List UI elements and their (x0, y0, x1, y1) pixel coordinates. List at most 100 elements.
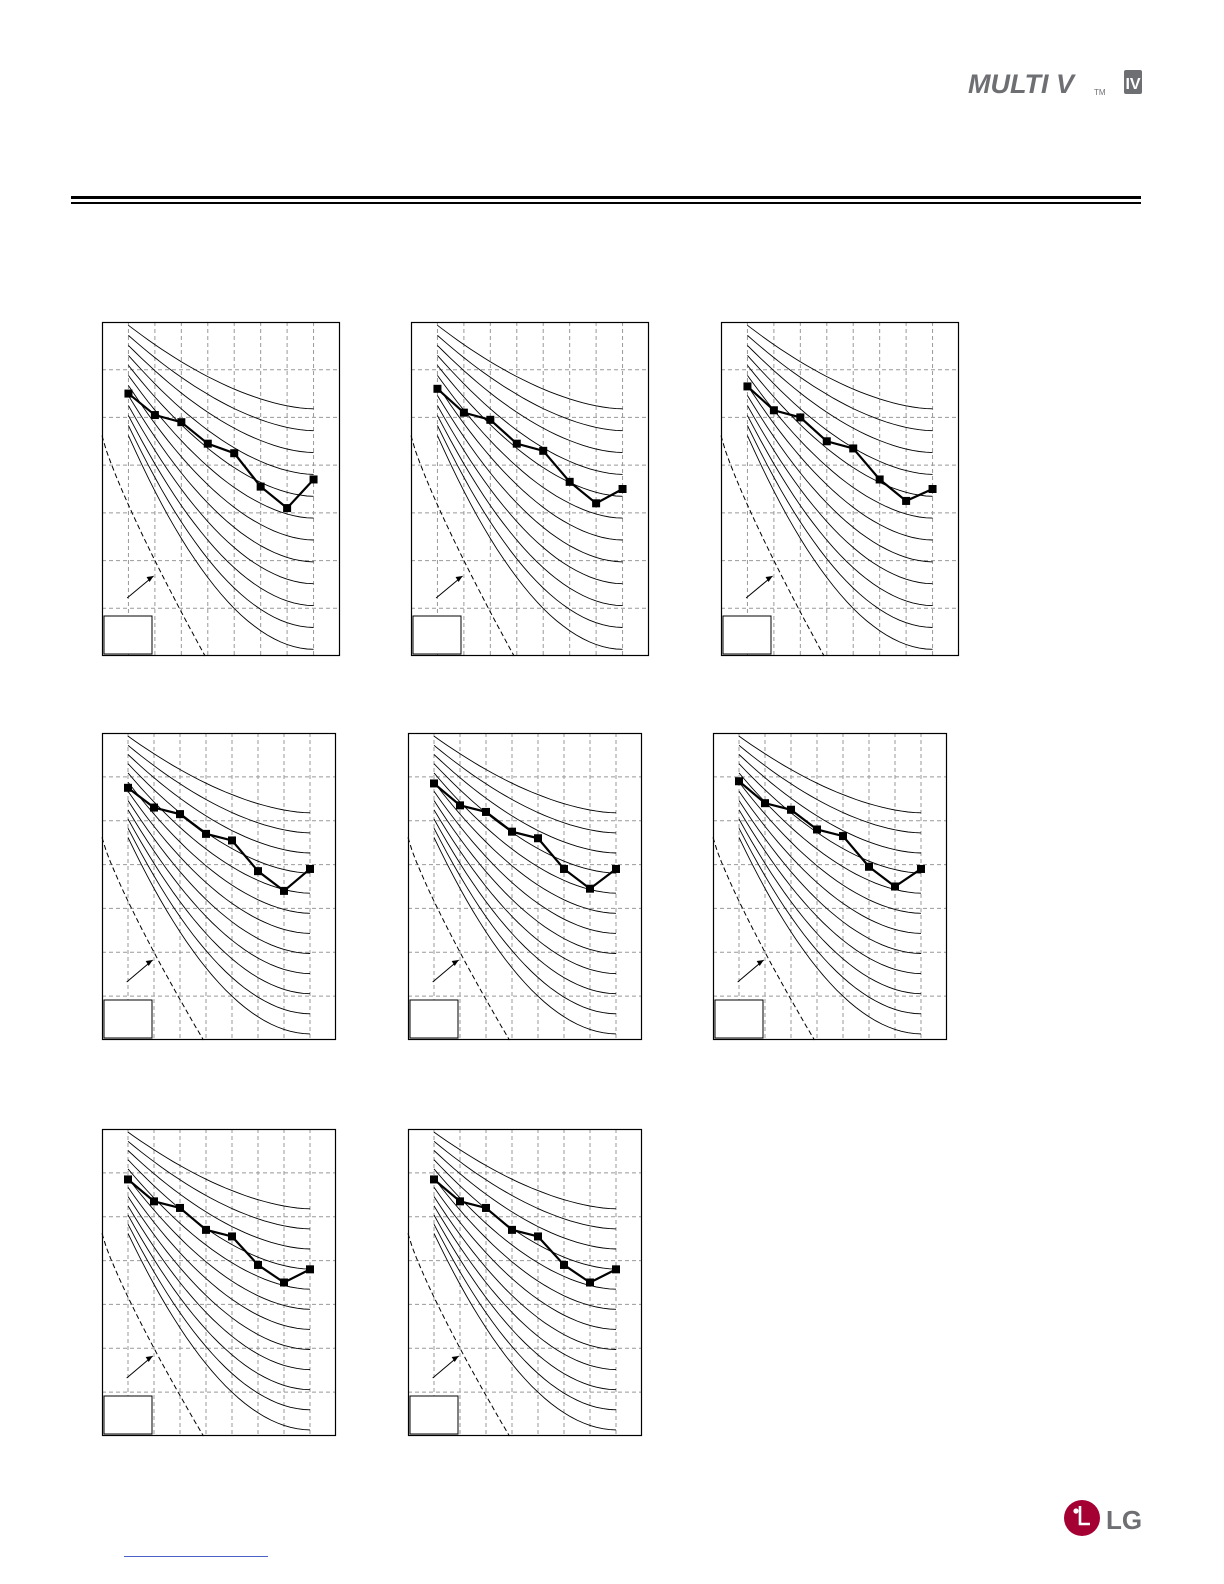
data-point-marker (486, 415, 495, 424)
arrow-head-icon (451, 960, 459, 966)
performance-curve (128, 395, 314, 563)
performance-curve (433, 1205, 617, 1371)
performance-curve (433, 1214, 617, 1391)
performance-curve (738, 791, 922, 934)
data-series-line (436, 387, 624, 505)
performance-curve (127, 1131, 311, 1210)
data-point-marker (839, 832, 847, 841)
data-point-marker (928, 485, 937, 493)
data-point-marker (875, 475, 884, 484)
capacity-chart-8 (407, 1128, 643, 1437)
arrow-head-icon (756, 960, 764, 966)
data-point-marker (796, 413, 805, 422)
performance-curve (433, 1131, 617, 1210)
performance-curve (747, 375, 933, 519)
arrow-head-icon (146, 576, 154, 582)
performance-curve (738, 754, 922, 854)
chart-frame (101, 1128, 337, 1437)
performance-curve (747, 355, 933, 475)
performance-curve (437, 345, 623, 454)
performance-curve (128, 365, 314, 497)
chart-frame (410, 321, 650, 657)
chart-frame (101, 732, 337, 1041)
data-point-marker (865, 862, 873, 871)
performance-curve (437, 405, 623, 585)
data-series-line (433, 1178, 617, 1284)
performance-curve (128, 385, 314, 541)
arrow-head-icon (455, 576, 463, 582)
data-series-line (433, 782, 617, 891)
lg-face-logo-icon (1064, 1500, 1100, 1536)
chart-frame (407, 1128, 643, 1437)
performance-curve (738, 800, 922, 954)
generation-badge-label: IV (1125, 76, 1140, 93)
performance-curve (747, 365, 933, 497)
performance-curve (433, 1187, 617, 1330)
performance-curve (127, 744, 311, 834)
data-point-marker (430, 779, 438, 788)
performance-curve (738, 763, 922, 874)
performance-curve (128, 405, 314, 585)
performance-curve (433, 763, 617, 874)
performance-curve (437, 415, 623, 607)
data-point-marker (150, 1197, 158, 1206)
data-point-marker (433, 384, 442, 393)
performance-curve (436, 425, 623, 628)
performance-curve (127, 425, 314, 628)
data-point-marker (150, 411, 159, 420)
performance-curve (436, 435, 623, 650)
data-point-marker (822, 437, 831, 446)
data-point-marker (539, 446, 548, 455)
performance-curve (738, 809, 922, 975)
arrow-head-icon (765, 576, 773, 582)
data-point-marker (124, 783, 132, 792)
data-point-marker (309, 475, 318, 484)
performance-curve (433, 837, 617, 1035)
legend-box (412, 615, 462, 655)
performance-curve (433, 1223, 617, 1411)
performance-curve (127, 809, 311, 975)
limit-curve (720, 435, 825, 657)
data-point-marker (586, 1278, 594, 1287)
data-point-marker (280, 886, 288, 895)
data-point-marker (761, 799, 769, 808)
performance-curve (127, 800, 311, 954)
arrow-head-icon (145, 1356, 153, 1362)
data-point-marker (306, 864, 314, 873)
performance-curve (433, 809, 617, 975)
data-point-marker (787, 805, 795, 814)
capacity-chart-2 (410, 321, 650, 657)
performance-curve (433, 791, 617, 934)
data-point-marker (176, 810, 184, 819)
data-point-marker (228, 836, 236, 845)
performance-curve (127, 837, 311, 1035)
performance-curve (127, 1233, 311, 1431)
lg-wordmark: LG (1106, 1505, 1142, 1535)
performance-curve (127, 818, 311, 995)
data-point-marker (769, 406, 778, 415)
data-point-marker (177, 418, 186, 427)
data-point-marker (176, 1203, 184, 1212)
performance-curve (747, 395, 933, 563)
performance-curve (437, 335, 623, 432)
data-point-marker (459, 408, 468, 417)
arrow-head-icon (145, 960, 153, 966)
performance-curve (433, 1196, 617, 1350)
performance-curve (127, 735, 311, 814)
data-point-marker (456, 801, 464, 810)
performance-curve (437, 365, 623, 497)
data-point-marker (202, 1225, 210, 1234)
performance-curve (127, 1205, 311, 1371)
performance-curve (738, 781, 922, 914)
legend-box (409, 1395, 459, 1435)
performance-curve (433, 744, 617, 834)
performance-curve (127, 1187, 311, 1330)
performance-curve (127, 791, 311, 934)
performance-curve (433, 754, 617, 854)
data-point-marker (618, 485, 627, 493)
performance-curve (127, 1196, 311, 1350)
performance-curve (433, 1177, 617, 1310)
data-point-marker (612, 864, 620, 873)
performance-curve (127, 1223, 311, 1411)
footer-link-underline[interactable] (124, 1556, 268, 1557)
